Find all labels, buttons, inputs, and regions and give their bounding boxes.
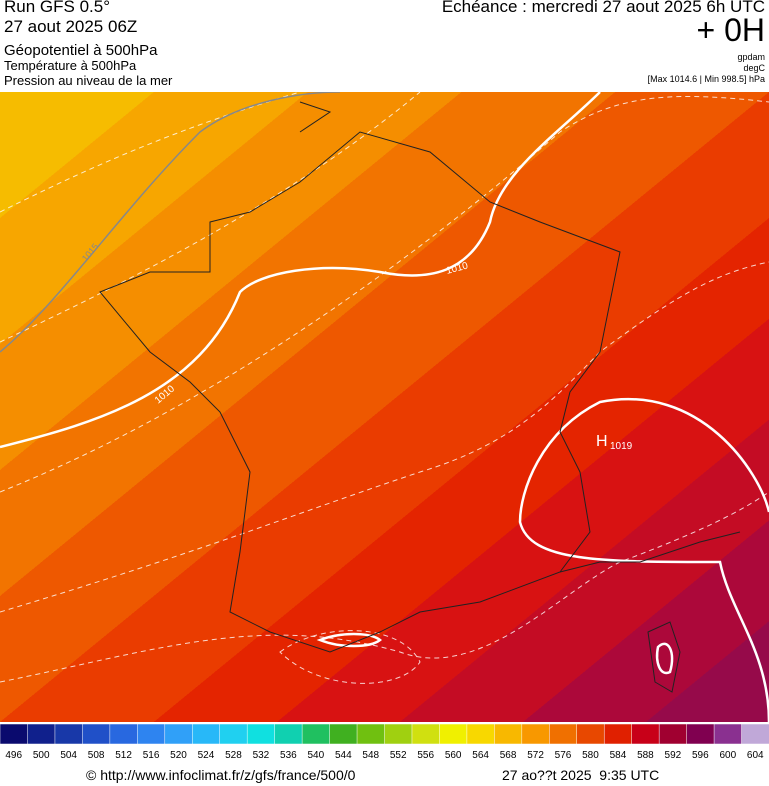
scale-label: 536: [280, 750, 297, 761]
scale-label: 592: [665, 750, 682, 761]
scale-cell: [686, 724, 715, 745]
run-title: Run GFS 0.5°: [4, 0, 111, 16]
scale-cell: [658, 724, 688, 745]
scale-cell: [274, 724, 303, 745]
scale-cell: [82, 724, 111, 745]
high-value: 1019: [610, 441, 633, 452]
scale-cell: [603, 724, 633, 745]
scale-cell: [466, 724, 496, 745]
scale-cell: [439, 724, 468, 745]
color-scale: 496 500 504 508 512 516 520 524 528 532 536 540 544 5…: [0, 724, 769, 761]
scale-cell: [329, 724, 358, 745]
scale-cell: [494, 724, 523, 745]
scale-label: 588: [637, 750, 654, 761]
scale-cell: [631, 724, 660, 745]
field-background: [0, 92, 769, 722]
map: 1010 1010 1015 H 1019: [0, 92, 769, 722]
scale-label: 556: [417, 750, 434, 761]
scale-cell: [27, 724, 56, 745]
scale-label: 572: [527, 750, 544, 761]
scale-cell: [246, 724, 276, 745]
scale-label: 564: [472, 750, 489, 761]
scale-label: 532: [253, 750, 270, 761]
scale-label: 548: [362, 750, 379, 761]
scale-label: 544: [335, 750, 352, 761]
scale-cell: [301, 724, 331, 745]
scale-cell: [411, 724, 441, 745]
scale-label: 504: [60, 750, 77, 761]
scale-cell: [549, 724, 578, 745]
scale-cell: [713, 724, 743, 745]
scale-label: 560: [445, 750, 462, 761]
scale-label: 552: [390, 750, 407, 761]
scale-cell: [384, 724, 413, 745]
footer-url: © http://www.infoclimat.fr/z/gfs/france/…: [86, 767, 356, 783]
footer-timestamp: 27 ao??t 2025 9:35 UTC: [502, 767, 660, 783]
pressure-contours: [0, 92, 769, 722]
scale-cell: [192, 724, 221, 745]
scale-cell: [741, 724, 769, 745]
unit: gpdam: [737, 52, 765, 62]
scale-label: 520: [170, 750, 187, 761]
offset: + 0H: [696, 12, 765, 48]
scale-label: 604: [747, 750, 764, 761]
scale-label: 580: [582, 750, 599, 761]
geopotential-contour: [0, 92, 341, 353]
scale-label: 512: [115, 750, 132, 761]
scale-label: 496: [5, 750, 22, 761]
temperature-contours: [0, 92, 769, 684]
scale-cell: [219, 724, 248, 745]
scale-cell: [576, 724, 605, 745]
scale-label: 524: [198, 750, 215, 761]
echeance: Echéance : mercredi 27 aout 2025 6h UTC: [441, 0, 765, 16]
scale-label: 540: [307, 750, 324, 761]
scale-label: 500: [33, 750, 50, 761]
scale-label: 508: [88, 750, 105, 761]
field-label: Température à 500hPa: [4, 58, 137, 73]
scale-cell: [109, 724, 139, 745]
high-marker: H: [596, 433, 608, 450]
scale-label: 516: [143, 750, 160, 761]
scale-cell: [137, 724, 166, 745]
field-label: Géopotentiel à 500hPa: [4, 42, 158, 59]
run-date: 27 aout 2025 06Z: [4, 17, 138, 36]
scale-label: 528: [225, 750, 242, 761]
unit: degC: [743, 63, 765, 73]
scale-label: 584: [610, 750, 627, 761]
coastlines: [99, 101, 741, 693]
scale-cell: [0, 724, 29, 745]
pressure-range: [Max 1014.6 | Min 998.5] hPa: [647, 74, 765, 84]
scale-label: 596: [692, 750, 709, 761]
scale-cell: [356, 724, 386, 745]
scale-cell: [164, 724, 194, 745]
scale-label: 568: [500, 750, 517, 761]
scale-cell: [521, 724, 551, 745]
scale-cell: [54, 724, 84, 745]
field-label: Pression au niveau de la mer: [4, 73, 173, 88]
scale-label: 600: [719, 750, 736, 761]
scale-label: 576: [555, 750, 572, 761]
